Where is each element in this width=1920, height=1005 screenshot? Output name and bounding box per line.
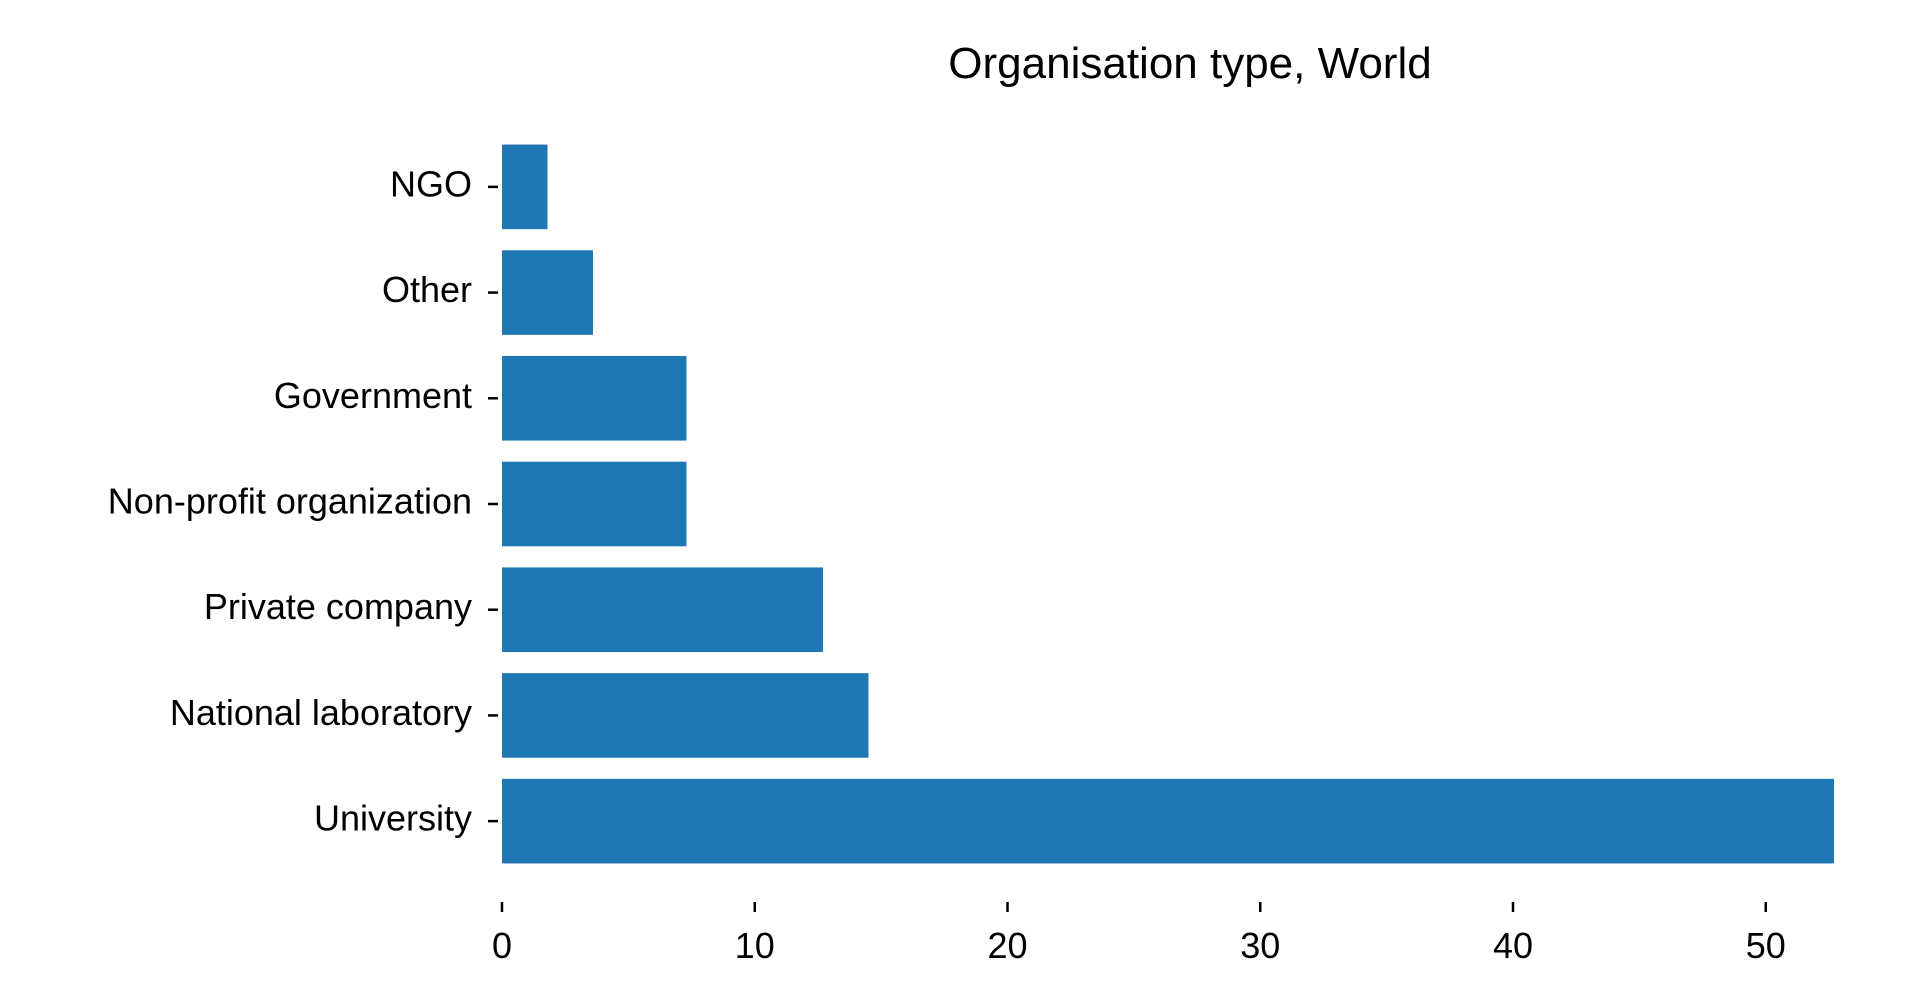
chart-title: Organisation type, World	[948, 39, 1431, 88]
bar-university	[502, 778, 1834, 864]
bar-other	[502, 250, 593, 335]
x-tick-label: 20	[987, 925, 1027, 966]
y-tick-label: Non-profit organization	[108, 481, 472, 522]
bars-group	[502, 144, 1834, 864]
y-tick-label: Private company	[204, 586, 472, 627]
bar-ngo	[502, 144, 548, 230]
y-tick-label: Other	[382, 269, 472, 310]
x-tick-label: 50	[1746, 925, 1786, 966]
x-axis: 0 10 20 30 40 50	[492, 902, 1786, 966]
bar-private-company	[502, 567, 823, 652]
y-tick-label: Government	[274, 375, 472, 416]
x-tick-label: 40	[1493, 925, 1533, 966]
y-tick-label: National laboratory	[170, 692, 472, 733]
y-tick-label: NGO	[390, 163, 472, 204]
x-tick-label: 30	[1240, 925, 1280, 966]
bar-government	[502, 356, 687, 441]
y-tick-label: University	[314, 798, 472, 839]
bar-national-laboratory	[502, 673, 869, 758]
x-tick-label: 0	[492, 925, 512, 966]
y-axis: University National laboratory Private com…	[108, 163, 498, 839]
x-tick-label: 10	[735, 925, 775, 966]
bar-non-profit-organization	[502, 461, 687, 547]
